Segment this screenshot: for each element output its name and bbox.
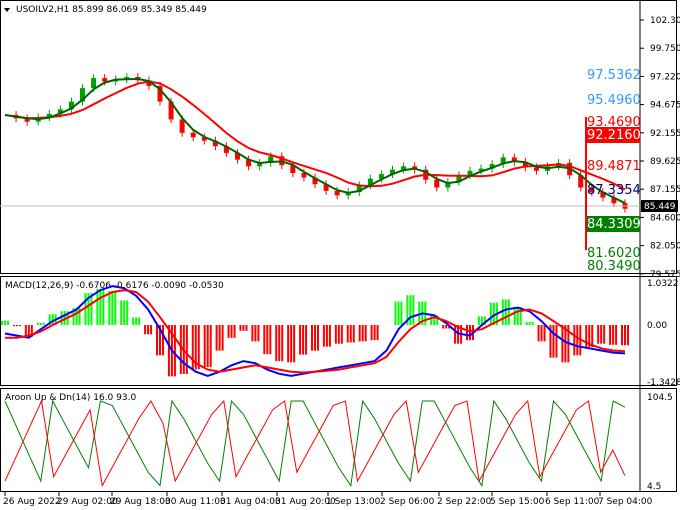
macd-signal-line: [5, 289, 626, 374]
candle-body: [334, 190, 340, 196]
price-axis-label: 87.155: [650, 185, 680, 195]
candlestick-series: [13, 73, 628, 213]
candle-body: [24, 118, 30, 122]
candle-body: [212, 140, 218, 147]
aroon-axis-bottom: 4.5: [647, 482, 661, 492]
candle-body: [445, 181, 451, 188]
candle-body: [489, 164, 495, 169]
aroon-up-line: [4, 399, 626, 487]
level-label: 95.4960: [587, 93, 641, 108]
candle-body: [578, 175, 584, 188]
time-axis-label: 31 Aug 20:00: [275, 497, 336, 507]
chart-menu-icon[interactable]: [4, 8, 10, 12]
candle-body: [223, 146, 229, 153]
moving-average-fast: [4, 77, 626, 205]
candle-body: [46, 113, 52, 118]
price-panel[interactable]: [0, 0, 677, 274]
macd-axis-top: 1.0322: [647, 279, 679, 289]
time-axis-label: 29 Aug 18:00: [110, 497, 171, 507]
current-price: 85.449: [644, 202, 676, 212]
price-axis-label: 99.750: [650, 44, 680, 54]
candle-body: [356, 185, 362, 193]
level-label: 92.2160: [587, 128, 641, 143]
time-axis-label: 6 Sep 11:00: [545, 497, 600, 507]
aroon-axis-top: 104.5: [647, 393, 673, 403]
time-axis-label: 7 Sep 04:00: [598, 497, 653, 507]
candle-body: [522, 161, 528, 168]
candle-body: [301, 173, 307, 178]
time-axis-label: 29 Aug 02:00: [57, 497, 118, 507]
macd-axis-zero: 0.00: [647, 321, 667, 331]
time-axis-label: 2 Sep 22:00: [437, 497, 492, 507]
candle-body: [57, 109, 63, 114]
aroon-label: Aroon Up & Dn(14) 16.0 93.0: [5, 393, 136, 403]
level-label: 81.6020: [587, 246, 641, 261]
candle-body: [80, 88, 85, 102]
candle-body: [478, 168, 484, 171]
candle-body: [146, 80, 152, 86]
candle-body: [467, 170, 473, 176]
price-axis-label: 89.625: [650, 157, 680, 167]
price-axis-label: 92.155: [650, 129, 680, 139]
price-axis-label: 97.220: [650, 72, 680, 82]
current-price-tag: [641, 200, 678, 212]
candle-body: [235, 152, 240, 160]
level-label: 93.4690: [587, 115, 641, 130]
price-axis: 102.305 99.750 97.220 94.675 92.155 89.625 87.…: [640, 16, 680, 280]
candle-body: [390, 169, 395, 175]
candle-body: [201, 137, 207, 141]
time-axis-label: 5 Sep 15:00: [490, 497, 545, 507]
time-axis-label: 30 Aug 11:00: [165, 497, 226, 507]
time-axis-label: 26 Aug 2022: [3, 497, 61, 507]
level-label: 89.4871: [587, 159, 641, 174]
candle-body: [511, 157, 517, 162]
aroon-panel[interactable]: [0, 388, 677, 492]
candle-body: [179, 119, 185, 133]
candle-body: [367, 178, 373, 186]
level-label: 80.3490: [587, 259, 641, 274]
candle-body: [246, 159, 252, 167]
candle-body: [533, 167, 539, 171]
price-axis-label: 102.305: [650, 16, 680, 26]
candle-body: [68, 101, 74, 110]
candle-body: [401, 166, 407, 170]
level-label: 97.5362: [587, 68, 641, 83]
candle-body: [611, 197, 617, 204]
candle-body: [268, 156, 274, 163]
candle-body: [190, 132, 196, 138]
moving-average-slow: [4, 80, 626, 191]
time-axis-label: 2 Sep 06:00: [380, 497, 435, 507]
candle-body: [91, 78, 97, 89]
price-axis-label: 79.575: [650, 270, 680, 280]
time-axis-label: 31 Aug 04:00: [220, 497, 281, 507]
candle-body: [378, 174, 384, 179]
price-axis-label: 94.675: [650, 101, 680, 111]
aroon-down-line: [4, 399, 626, 488]
candle-body: [102, 78, 108, 82]
candle-body: [456, 175, 462, 182]
macd-axis-bottom: -1.3428: [647, 378, 680, 388]
candle-body: [157, 85, 163, 102]
candle-body: [323, 184, 329, 191]
level-label: 84.3309: [587, 217, 641, 232]
price-axis-label: 82.050: [650, 242, 680, 252]
price-axis-label: 84.600: [650, 213, 680, 223]
candle-body: [124, 77, 130, 80]
candle-body: [589, 187, 595, 193]
time-axis-label: 1 Sep 13:00: [326, 497, 381, 507]
macd-histogram: [1, 288, 629, 377]
candle-body: [600, 192, 606, 198]
symbol-label: USOILV2,H1 85.899 86.069 85.349 85.449: [16, 5, 207, 15]
candle-body: [500, 157, 506, 165]
candle-body: [257, 162, 263, 167]
candle-body: [312, 177, 318, 185]
candle-body: [290, 165, 296, 174]
level-label: 87.3354: [587, 183, 641, 198]
candle-body: [168, 101, 174, 120]
candle-body: [434, 179, 440, 188]
